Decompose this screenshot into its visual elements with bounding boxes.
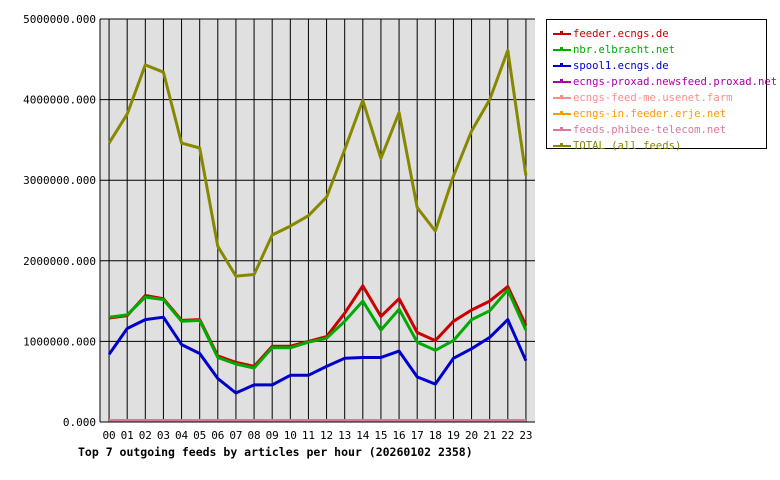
x-tick-label: 20 xyxy=(465,429,478,442)
x-tick-label: 14 xyxy=(356,429,370,442)
x-tick-label: 23 xyxy=(519,429,532,442)
legend-marker xyxy=(560,79,563,82)
legend-marker xyxy=(560,63,563,66)
legend-marker xyxy=(560,127,563,130)
y-tick-label: 2000000.000 xyxy=(23,255,96,268)
series-line-nbr-elbracht-net xyxy=(108,288,528,370)
x-tick-label: 05 xyxy=(193,429,206,442)
legend-item: ecngs-in.feeder.erje.net xyxy=(547,106,766,122)
x-tick-label: 09 xyxy=(266,429,279,442)
x-axis-ticks: 00 01 02 03 04 05 06 07 08 09 10 11 12 13 14 15 16 17 18 19… xyxy=(102,429,532,442)
x-tick-label: 02 xyxy=(139,429,152,442)
y-tick-label: 5000000.000 xyxy=(23,13,96,26)
legend-marker xyxy=(560,143,563,146)
series-line-total-all-feeds- xyxy=(107,48,528,278)
y-gridlines xyxy=(100,18,535,342)
x-tick-label: 17 xyxy=(411,429,424,442)
legend-label: feeder.ecngs.de xyxy=(573,28,669,40)
x-tick-label: 03 xyxy=(157,429,170,442)
x-tick-label: 15 xyxy=(374,429,387,442)
x-tick-label: 06 xyxy=(211,429,224,442)
legend-marker xyxy=(560,31,563,34)
legend-marker xyxy=(560,47,563,50)
legend-item: spool1.ecngs.de xyxy=(547,58,766,74)
y-tick-label: 0.000 xyxy=(63,416,96,429)
legend-label: feeds.phibee-telecom.net xyxy=(573,124,727,136)
legend-swatch xyxy=(553,113,571,115)
y-tick-label: 1000000.000 xyxy=(23,335,96,348)
series-line-spool1-ecngs-de xyxy=(107,315,528,395)
legend-label: ecngs-in.feeder.erje.net xyxy=(573,108,727,120)
legend-item: TOTAL (all feeds) xyxy=(547,138,766,154)
series-lines xyxy=(107,48,528,422)
x-tick-label: 01 xyxy=(121,429,134,442)
legend-label: ecngs-proxad.newsfeed.proxad.net xyxy=(573,76,778,88)
legend-item: nbr.elbracht.net xyxy=(547,42,766,58)
legend-label: TOTAL (all feeds) xyxy=(573,140,682,152)
y-tick-label: 4000000.000 xyxy=(23,94,96,107)
legend-swatch xyxy=(553,33,571,35)
x-tick-label: 08 xyxy=(247,429,260,442)
legend-label: ecngs-feed-me.usenet.farm xyxy=(573,92,733,104)
x-tick-label: 16 xyxy=(392,429,405,442)
legend-label: spool1.ecngs.de xyxy=(573,60,669,72)
legend-item: feeder.ecngs.de xyxy=(547,26,766,42)
x-tick-label: 11 xyxy=(302,429,315,442)
legend: feeder.ecngs.de nbr.elbracht.net spool1.ec… xyxy=(546,19,777,152)
x-tick-label: 21 xyxy=(483,429,496,442)
x-tick-label: 10 xyxy=(284,429,297,442)
y-axis-ticks: 0.000 1000000.000 2000000.000 3000000.000 40… xyxy=(23,13,96,429)
x-tick-label: 13 xyxy=(338,429,351,442)
legend-swatch xyxy=(553,81,571,83)
x-tick-label: 18 xyxy=(429,429,442,442)
legend-swatch xyxy=(553,145,571,147)
legend-item: ecngs-feed-me.usenet.farm xyxy=(547,90,766,106)
legend-item: feeds.phibee-telecom.net xyxy=(547,122,766,138)
y-tick-label: 3000000.000 xyxy=(23,174,96,187)
x-tick-label: 00 xyxy=(102,429,115,442)
legend-marker xyxy=(560,111,563,114)
x-tick-label: 07 xyxy=(229,429,242,442)
x-tick-label: 19 xyxy=(447,429,460,442)
x-tick-label: 22 xyxy=(501,429,514,442)
legend-swatch xyxy=(553,49,571,51)
legend-label: nbr.elbracht.net xyxy=(573,44,676,56)
legend-marker xyxy=(560,95,563,98)
x-tick-label: 12 xyxy=(320,429,333,442)
legend-swatch xyxy=(553,97,571,99)
chart-title: Top 7 outgoing feeds by articles per hou… xyxy=(78,445,473,459)
x-tick-label: 04 xyxy=(175,429,189,442)
legend-item: ecngs-proxad.newsfeed.proxad.net xyxy=(547,74,777,90)
legend-swatch xyxy=(553,65,571,67)
legend-swatch xyxy=(553,129,571,131)
